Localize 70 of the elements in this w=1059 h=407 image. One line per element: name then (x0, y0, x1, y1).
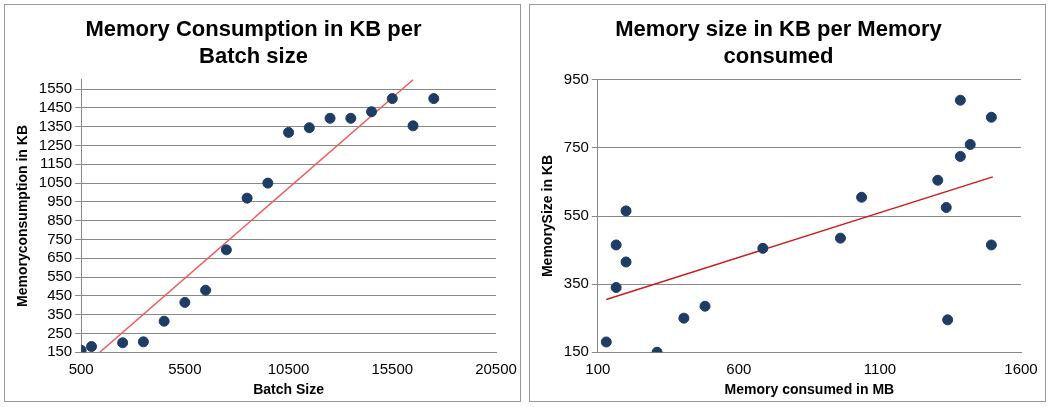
y-tick-label: 850 (47, 210, 73, 228)
point (620, 205, 632, 217)
point (834, 232, 846, 244)
x-axis-title: Memory consumed in MB (724, 381, 895, 398)
x-tick-label: 100 (585, 360, 611, 378)
point (678, 312, 690, 324)
y-tick-label: 1450 (38, 98, 73, 116)
point (407, 120, 419, 132)
y-tick-label: 350 (47, 304, 73, 322)
point (283, 126, 295, 138)
y-tick-label: 350 (563, 274, 589, 292)
y-tick-label: 750 (47, 229, 73, 247)
point (985, 239, 997, 251)
y-tick-label: 550 (563, 206, 589, 224)
point (241, 192, 253, 204)
y-axis-title: MemorySize in KB (539, 154, 556, 278)
point (964, 139, 976, 150)
x-tick-label: 20500 (475, 360, 517, 378)
y-tick-label: 150 (563, 342, 589, 360)
y-tick-label: 150 (47, 342, 73, 360)
point (856, 191, 868, 203)
point (428, 93, 440, 105)
y-tick-label: 550 (47, 267, 73, 285)
x-tick-label: 600 (726, 360, 752, 378)
chart-title: Memory size in KB per Memory consumed (615, 16, 943, 68)
y-tick-label: 950 (47, 192, 73, 210)
x-tick-label: 10500 (267, 360, 310, 378)
point (324, 112, 336, 124)
point (366, 106, 378, 118)
y-tick-label: 1050 (38, 173, 73, 191)
point (699, 300, 711, 312)
x-tick-label: 5500 (168, 360, 202, 378)
y-tick-label: 950 (563, 69, 589, 87)
point (620, 256, 632, 268)
point (985, 111, 997, 123)
x-tick-label: 500 (68, 360, 94, 378)
point (610, 282, 622, 294)
point (179, 296, 191, 308)
point (200, 284, 212, 296)
x-axis-title: Batch Size (253, 381, 325, 398)
point (954, 150, 966, 162)
y-axis-title: Memoryconsumption in KB (14, 124, 31, 308)
point (86, 341, 98, 353)
point (158, 315, 170, 327)
point (345, 112, 357, 124)
point (600, 336, 612, 348)
point (262, 177, 274, 189)
y-tick-label: 450 (47, 285, 73, 303)
y-tick-label: 250 (47, 323, 73, 341)
y-tick-label: 1250 (38, 135, 73, 153)
point (940, 201, 952, 213)
y-tick-label: 1350 (38, 116, 73, 134)
point (386, 93, 398, 105)
y-tick-label: 750 (563, 138, 589, 156)
point (610, 239, 622, 251)
x-tick-label: 1100 (863, 360, 897, 378)
chart-title: Memory Consumption in KB per Batch size (85, 16, 422, 68)
point (932, 174, 944, 186)
x-tick-label: 15500 (371, 360, 414, 378)
y-tick-label: 650 (47, 248, 73, 266)
x-tick-label: 1600 (1004, 360, 1038, 378)
y-tick-label: 1150 (39, 154, 73, 172)
point (137, 336, 149, 348)
point (757, 242, 769, 254)
y-tick-label: 1550 (38, 79, 73, 97)
point (954, 94, 966, 106)
point (303, 122, 315, 134)
point (942, 314, 954, 326)
point (117, 337, 129, 349)
point (220, 244, 232, 256)
